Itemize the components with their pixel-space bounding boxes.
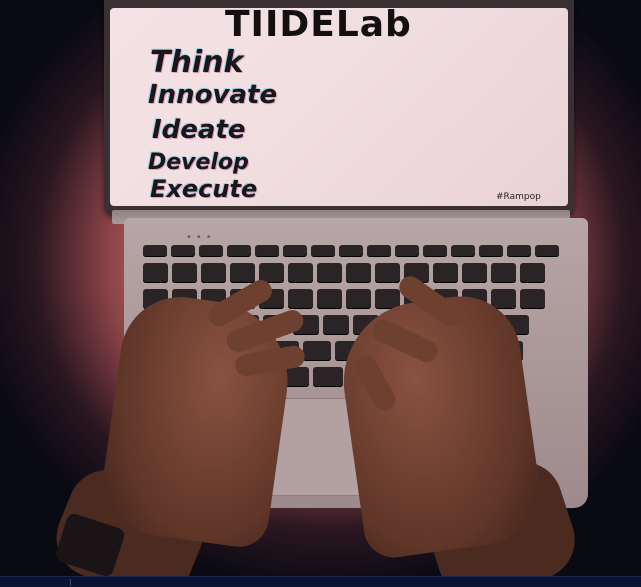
keyboard-key <box>535 245 559 257</box>
keyboard-key <box>339 245 363 257</box>
keyboard-key <box>520 263 545 283</box>
right-hand <box>333 288 547 562</box>
keyboard-key <box>171 245 195 257</box>
keyboard-key <box>491 289 516 309</box>
laptop-screen <box>110 8 568 206</box>
status-lights: ••• <box>186 232 216 243</box>
keyboard-key <box>283 245 307 257</box>
keyboard-key <box>375 289 400 309</box>
keyboard-key <box>507 245 531 257</box>
keyboard-key <box>288 263 313 283</box>
keyboard-key <box>227 245 251 257</box>
keyboard-key <box>479 245 503 257</box>
keyboard-key <box>346 289 371 309</box>
keyboard-key <box>303 341 331 361</box>
word-innovate: Innovate <box>148 80 278 110</box>
keyboard-key <box>143 245 167 257</box>
keyboard-key <box>143 263 168 283</box>
word-think: Think <box>150 45 244 80</box>
brand-title: TIIDELab <box>225 4 412 45</box>
keyboard-key <box>313 367 343 387</box>
keyboard-key <box>451 245 475 257</box>
hashtag: #Rampop <box>496 192 541 202</box>
keyboard-key <box>311 245 335 257</box>
word-develop: Develop <box>148 150 249 175</box>
keyboard-key <box>423 245 447 257</box>
keyboard-key <box>395 245 419 257</box>
keyboard-key <box>317 289 342 309</box>
keyboard-key <box>172 263 197 283</box>
keyboard-key <box>201 263 226 283</box>
keyboard-key <box>323 315 349 335</box>
keyboard-key <box>255 245 279 257</box>
word-execute: Execute <box>150 175 258 203</box>
keyboard-key <box>491 263 516 283</box>
keyboard-key <box>230 263 255 283</box>
keyboard-key <box>375 263 400 283</box>
keyboard-key <box>199 245 223 257</box>
bottom-bar <box>0 576 641 587</box>
keyboard-key <box>288 289 313 309</box>
keyboard-key <box>367 245 391 257</box>
keyboard-key <box>520 289 545 309</box>
keyboard-key <box>317 263 342 283</box>
keyboard-key <box>346 263 371 283</box>
bottom-bar-tick <box>70 579 71 586</box>
keyboard-key <box>462 263 487 283</box>
keyboard-key <box>259 263 284 283</box>
keyboard-key <box>433 263 458 283</box>
word-ideate: Ideate <box>152 115 246 145</box>
